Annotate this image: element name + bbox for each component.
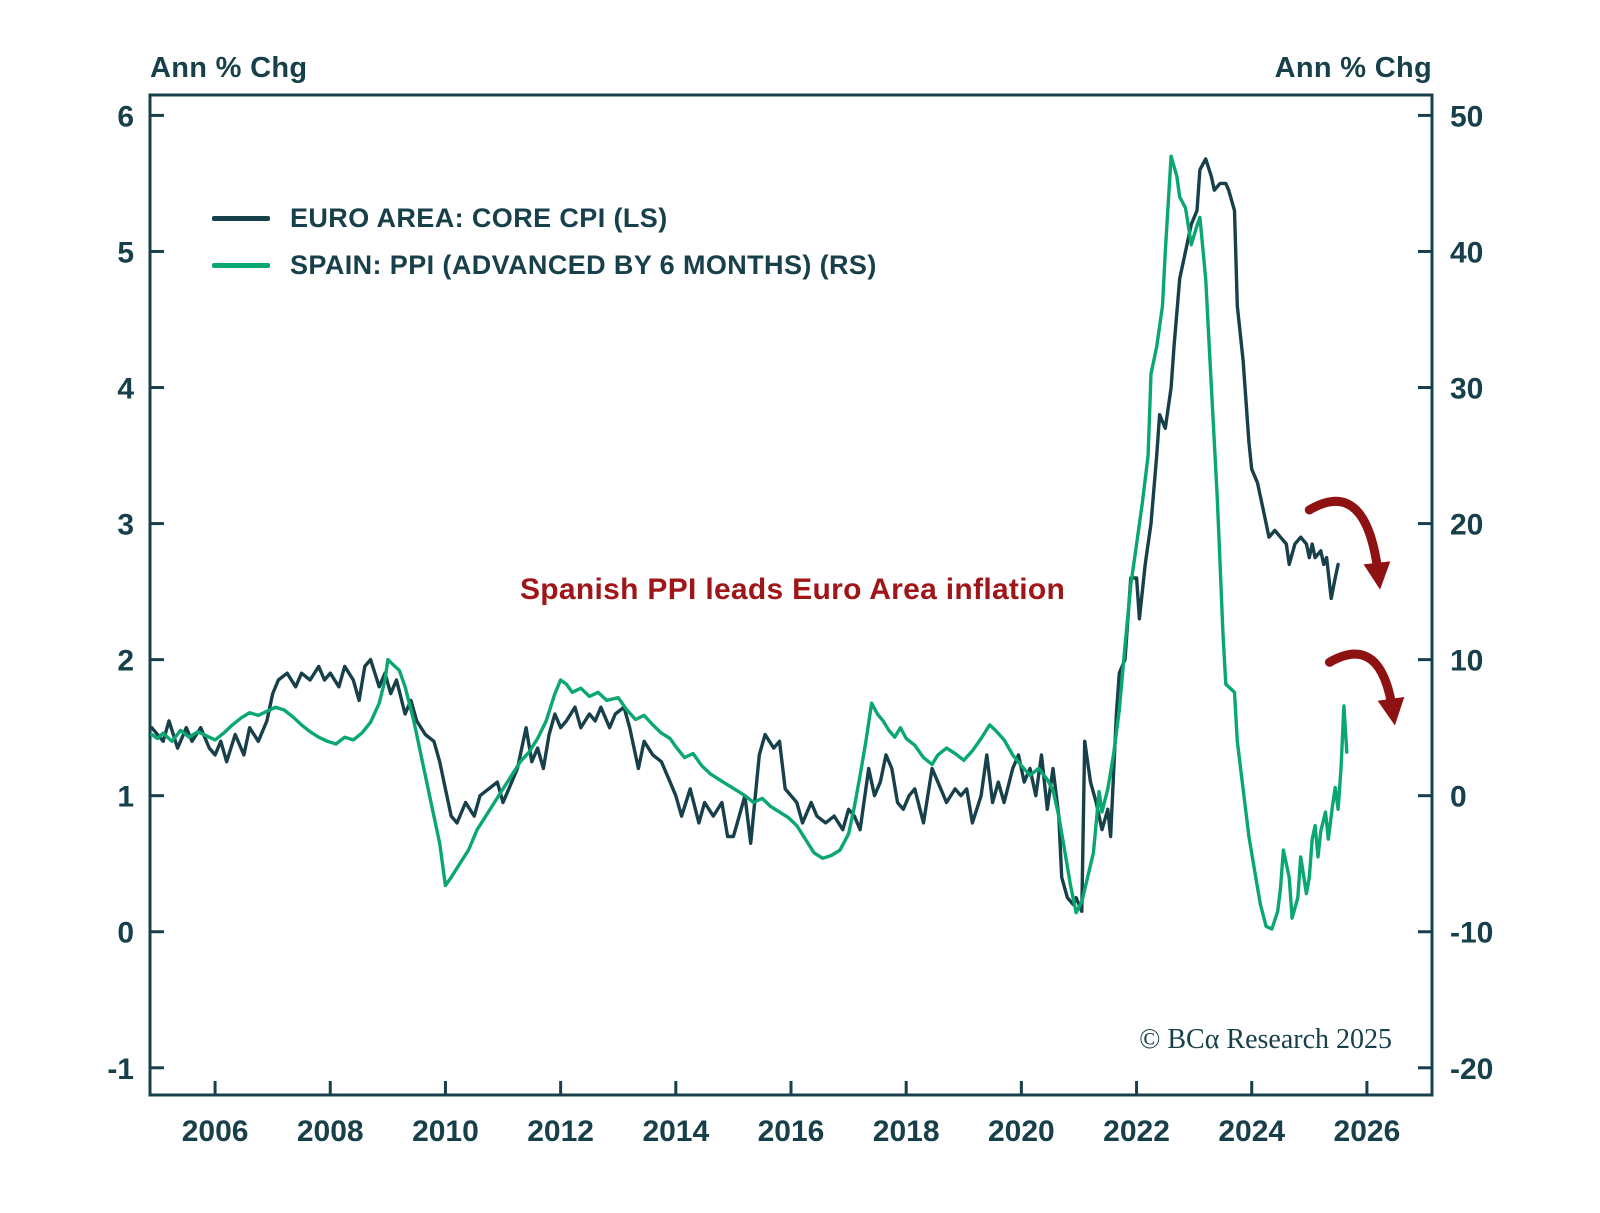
right-tick-label: -20 (1450, 1053, 1493, 1086)
copyright-bca-research: © BCα Research 2025 (1139, 1024, 1392, 1055)
left-axis-title: Ann % Chg (150, 52, 308, 84)
x-tick-label: 2026 (1334, 1115, 1401, 1148)
left-tick-label: 3 (117, 509, 134, 542)
legend-item-euro-cpi: EURO AREA: CORE CPI (LS) (212, 203, 877, 234)
legend-label-euro-cpi: EURO AREA: CORE CPI (LS) (290, 203, 668, 233)
left-tick-label: 6 (117, 100, 134, 133)
x-tick-label: 2008 (297, 1115, 364, 1148)
right-tick-label: 20 (1450, 509, 1483, 542)
x-tick-label: 2024 (1218, 1115, 1285, 1148)
left-tick-label: 0 (117, 917, 134, 950)
left-tick-label: 4 (117, 373, 134, 406)
x-tick-label: 2022 (1103, 1115, 1170, 1148)
left-tick-label: -1 (107, 1053, 134, 1086)
right-tick-label: 0 (1450, 781, 1467, 814)
x-tick-label: 2020 (988, 1115, 1055, 1148)
trend-arrow-2 (1325, 649, 1405, 726)
right-tick-label: 30 (1450, 373, 1483, 406)
x-tick-label: 2012 (527, 1115, 594, 1148)
right-axis: 50 40 30 20 10 0 -10 -20 (1418, 100, 1493, 1086)
legend-label-spain-ppi: SPAIN: PPI (ADVANCED BY 6 MONTHS) (RS) (290, 250, 877, 280)
trend-arrow-1 (1304, 496, 1391, 590)
left-tick-label: 5 (117, 236, 134, 269)
right-tick-label: -10 (1450, 917, 1493, 950)
right-tick-label: 10 (1450, 645, 1483, 678)
legend-item-spain-ppi: SPAIN: PPI (ADVANCED BY 6 MONTHS) (RS) (212, 250, 877, 281)
euro-cpi-line-swatch (212, 216, 270, 221)
x-tick-label: 2006 (182, 1115, 249, 1148)
legend: EURO AREA: CORE CPI (LS) SPAIN: PPI (ADV… (212, 203, 877, 281)
x-tick-label: 2010 (412, 1115, 479, 1148)
x-axis: 2006 2008 2010 2012 2014 2016 2018 2020 2022 2024… (182, 1081, 1401, 1148)
spain-ppi-line (150, 154, 1349, 931)
left-axis: 6 5 4 3 2 1 0 -1 (107, 100, 164, 1086)
left-tick-label: 1 (117, 781, 134, 814)
x-tick-label: 2018 (873, 1115, 940, 1148)
x-tick-label: 2016 (758, 1115, 825, 1148)
annotation-spanish-ppi-leads: Spanish PPI leads Euro Area inflation (520, 573, 1066, 606)
left-tick-label: 2 (117, 645, 134, 678)
right-tick-label: 40 (1450, 236, 1483, 269)
right-tick-label: 50 (1450, 100, 1483, 133)
spain-ppi-line-swatch (212, 263, 270, 268)
right-axis-title: Ann % Chg (1274, 52, 1432, 84)
x-tick-label: 2014 (642, 1115, 709, 1148)
